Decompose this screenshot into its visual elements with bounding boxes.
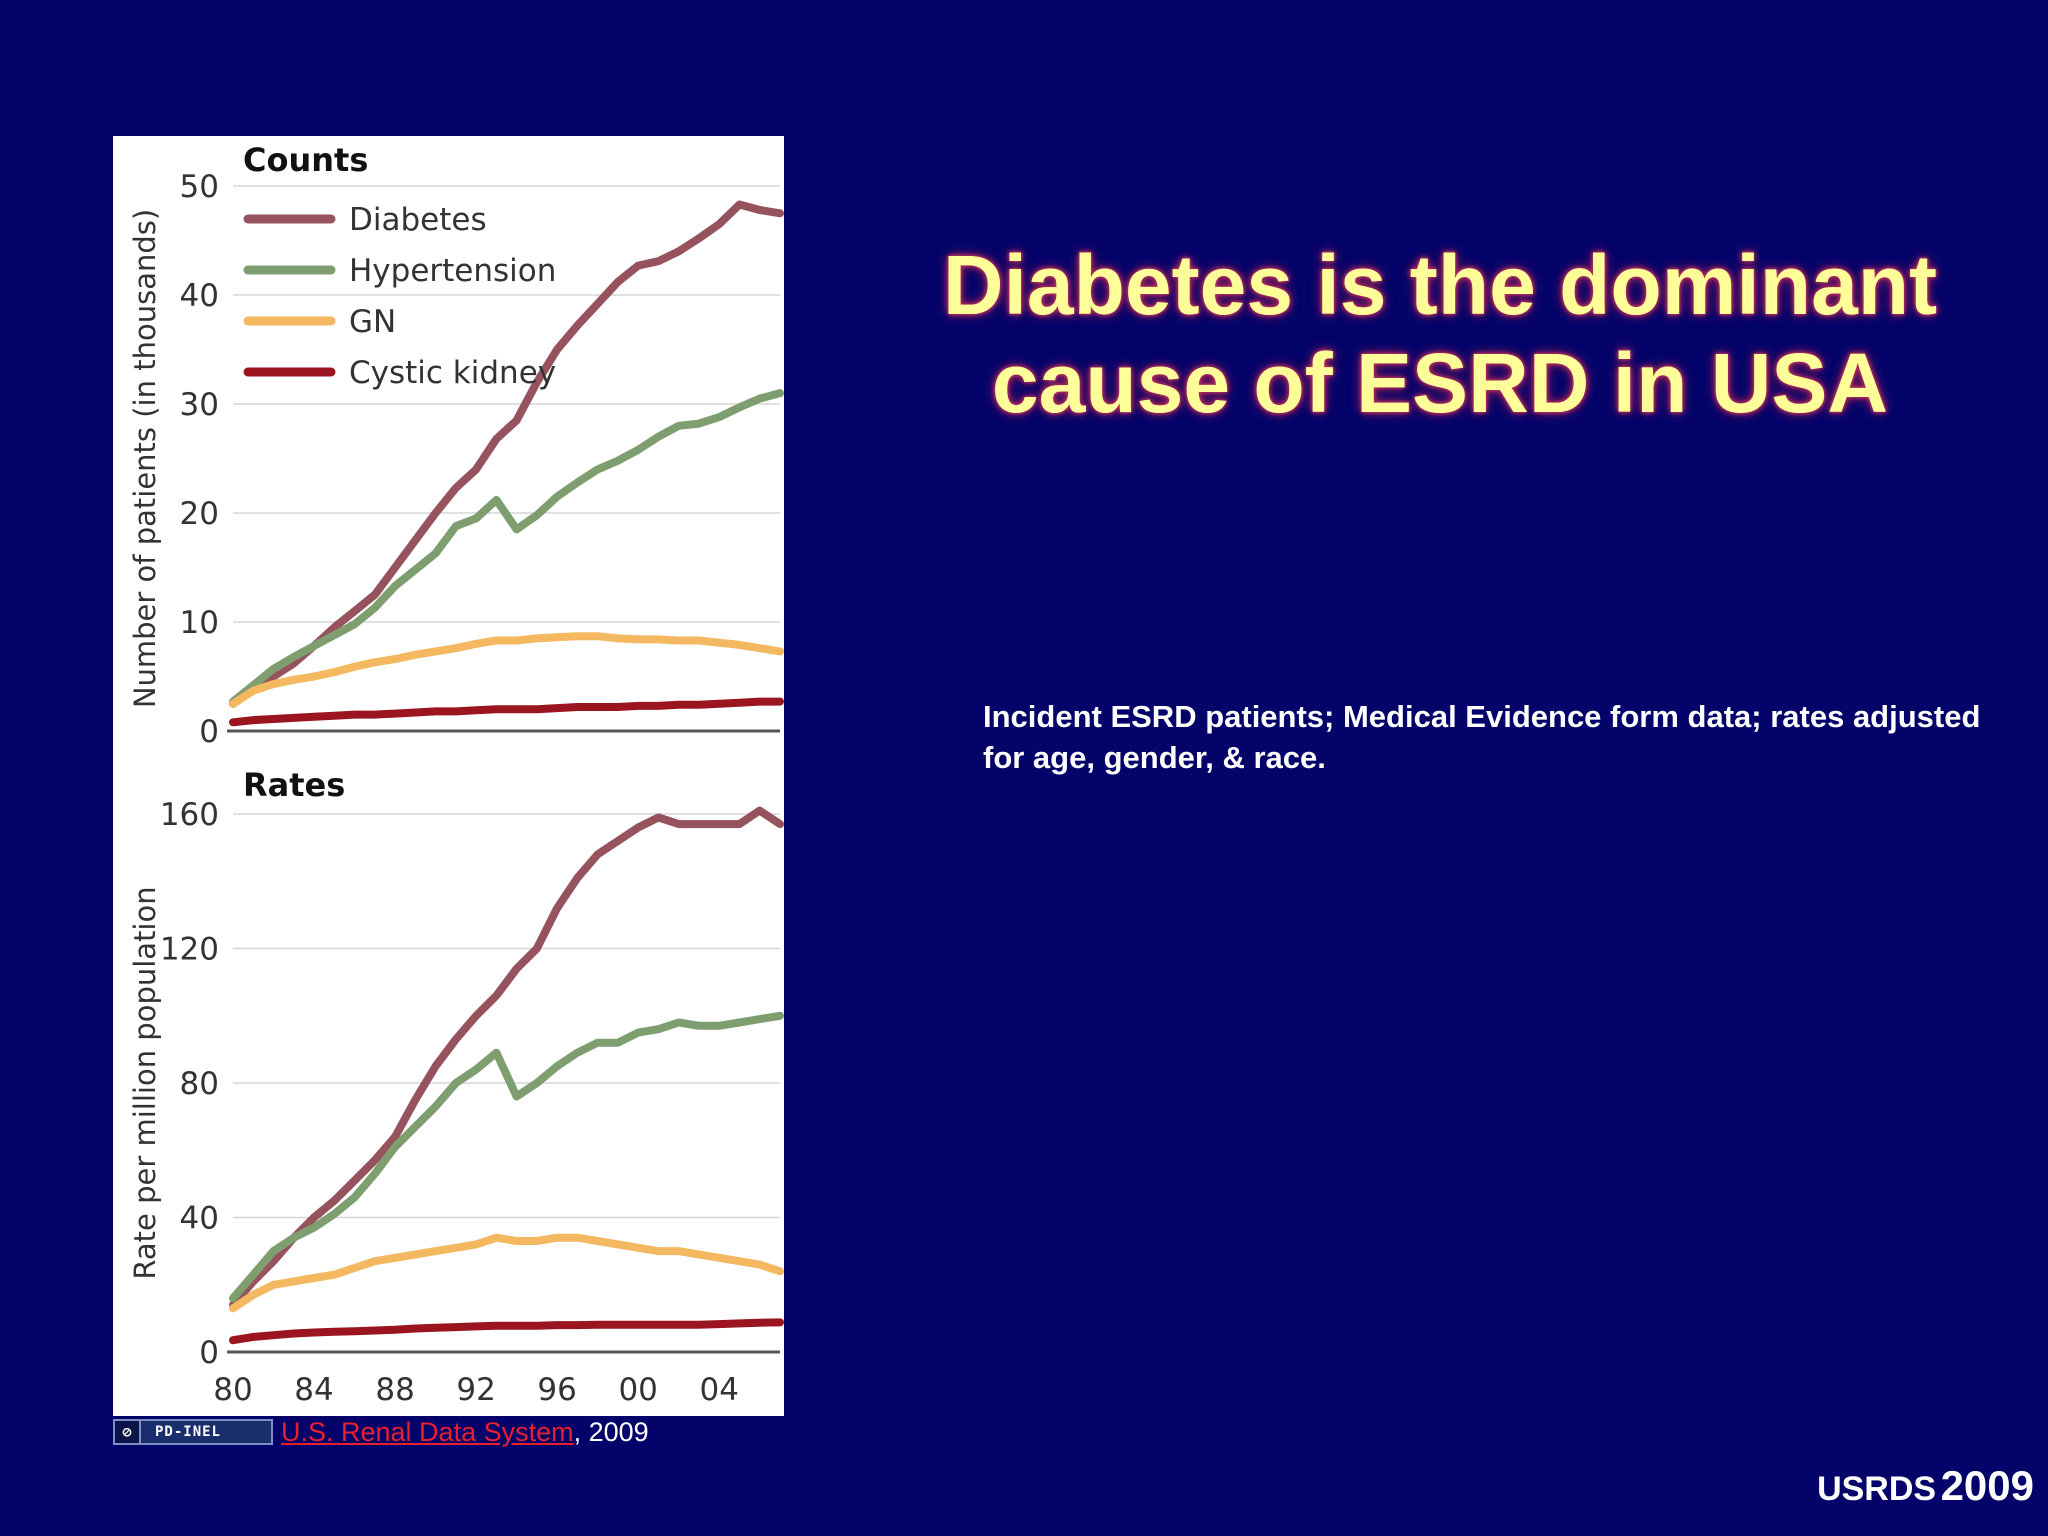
y-tick-label: 120 [160,932,219,968]
chart-panel-counts: 0 10 20 30 40 50 Counts Number of patients (in … [128,141,784,750]
x-tick-label: 04 [699,1372,738,1408]
legend-label: Cystic kidney [349,355,556,391]
public-domain-icon: ⊘ [115,1421,141,1443]
legend-label: Hypertension [349,253,556,289]
y-tick-label: 0 [199,1335,219,1371]
footer-brand-name: USRDS [1817,1470,1937,1508]
series-line-diabetes [229,806,784,1309]
chart-svg: 0 10 20 30 40 50 Counts Number of patients (in … [128,141,784,1408]
series-line-hypertension [229,1011,784,1303]
slide-title-line-1: Diabetes is the dominant [942,238,1938,332]
panel-title: Counts [243,141,368,179]
y-tick-label: 80 [180,1066,219,1102]
chart-figure: 0 10 20 30 40 50 Counts Number of patients (in … [113,136,784,1416]
footer-brand-year: 2009 [1940,1462,2034,1509]
image-credit: ⊘ PD-INEL U.S. Renal Data System , 2009 [113,1417,649,1447]
series-line-hypertension [229,389,784,706]
license-badge[interactable]: ⊘ PD-INEL [113,1419,273,1445]
y-tick-label: 0 [199,714,219,750]
y-axis-label: Rate per million population [128,886,162,1279]
footer-brand: USRDS 2009 [1817,1462,2034,1510]
x-tick-label: 88 [375,1372,414,1408]
series-line-gn [229,632,784,708]
y-tick-label: 30 [180,387,219,423]
y-tick-label: 50 [180,169,219,205]
chart-legend: Diabetes Hypertension GN Cystic kidney [243,202,556,391]
slide-title: Diabetes is the dominant cause of ESRD i… [840,236,2040,432]
y-tick-label: 10 [180,605,219,641]
x-tick-label: 92 [456,1372,495,1408]
series-line-cystic-kidney [229,1318,784,1345]
legend-label: GN [349,304,396,340]
panel-title: Rates [243,766,345,804]
x-tick-label: 84 [294,1372,333,1408]
source-link[interactable]: U.S. Renal Data System [281,1416,574,1447]
x-tick-label: 00 [618,1372,657,1408]
y-tick-label: 40 [180,1201,219,1237]
data-note: Incident ESRD patients; Medical Evidence… [983,699,1981,775]
x-tick-label: 96 [537,1372,576,1408]
y-tick-label: 20 [180,496,219,532]
y-axis-label: Number of patients (in thousands) [128,209,162,708]
legend-label: Diabetes [349,202,487,238]
credit-year: , 2009 [573,1416,649,1447]
series-line-gn [229,1233,784,1313]
y-tick-label: 40 [180,278,219,314]
y-tick-label: 160 [160,797,219,833]
series-line-cystic-kidney [229,697,784,727]
x-tick-label: 80 [213,1372,252,1408]
slide-title-line-2: cause of ESRD in USA [991,336,1889,430]
license-badge-label: PD-INEL [155,1424,222,1440]
